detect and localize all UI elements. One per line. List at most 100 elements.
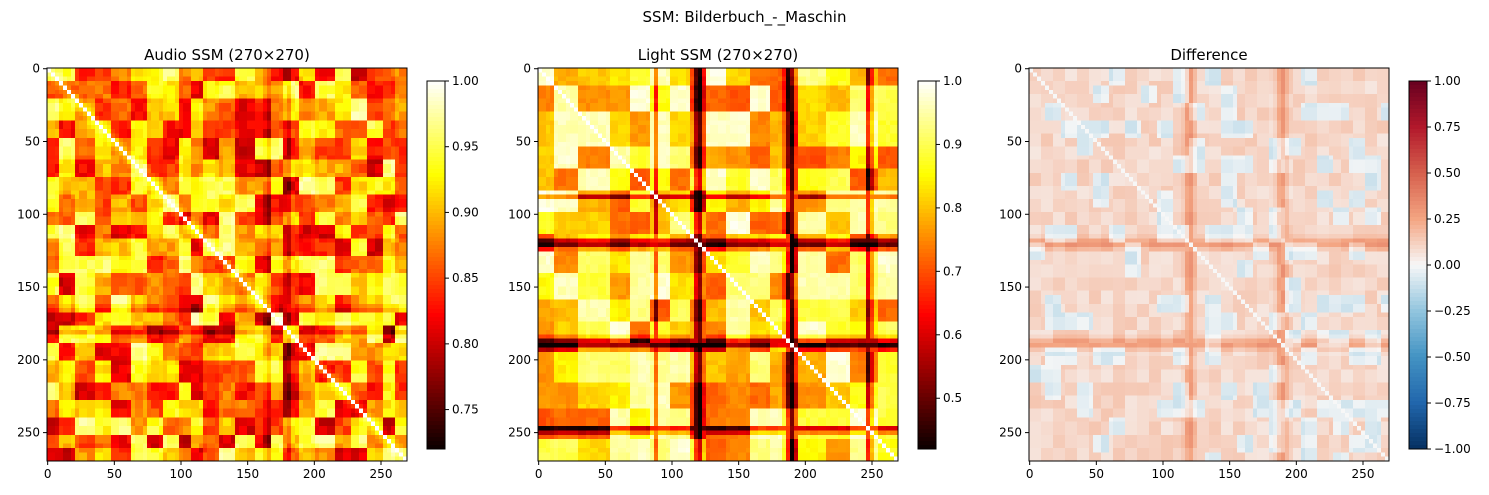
heatmap-cell — [179, 107, 184, 113]
heatmap-cell — [235, 94, 240, 99]
heatmap-cell — [343, 286, 348, 292]
heatmap-cell — [55, 207, 60, 213]
heatmap-cell — [183, 229, 188, 235]
heatmap-cell — [315, 124, 320, 130]
heatmap-cell — [67, 255, 72, 261]
heatmap-cell — [215, 242, 220, 248]
heatmap-cell — [271, 76, 276, 82]
heatmap-cell — [359, 260, 364, 265]
heatmap-cell — [99, 251, 104, 257]
heatmap-cell — [227, 238, 232, 244]
heatmap-cell — [395, 137, 400, 143]
heatmap-cell — [295, 102, 300, 108]
heatmap-cell — [271, 150, 276, 156]
heatmap-cell — [159, 255, 164, 261]
heatmap-cell — [255, 150, 260, 156]
heatmap-cell — [79, 299, 84, 305]
heatmap-cell — [395, 155, 400, 161]
heatmap-cell — [367, 290, 372, 296]
heatmap-cell — [231, 185, 236, 191]
heatmap-cell — [111, 133, 116, 139]
heatmap-cell — [151, 146, 156, 152]
heatmap-cell — [55, 116, 60, 121]
heatmap-cell — [63, 76, 68, 82]
heatmap-cell — [175, 181, 180, 187]
heatmap-cell — [51, 264, 56, 270]
heatmap-cell — [359, 146, 364, 152]
heatmap-cell — [175, 295, 180, 300]
heatmap-cell — [187, 229, 192, 235]
heatmap-cell — [135, 172, 140, 178]
heatmap-cell — [279, 89, 284, 95]
heatmap-cell — [47, 98, 52, 104]
heatmap-cell — [355, 194, 360, 200]
heatmap-cell — [147, 68, 152, 73]
heatmap-cell — [387, 203, 392, 209]
heatmap-cell — [271, 120, 276, 126]
heatmap-cell — [403, 299, 408, 305]
heatmap-cell — [115, 133, 120, 139]
heatmap-cell — [127, 111, 132, 117]
heatmap-cell — [67, 247, 72, 252]
heatmap-cell — [355, 190, 360, 196]
heatmap-cell — [75, 207, 80, 213]
heatmap-cell — [187, 116, 192, 121]
heatmap-cell — [279, 159, 284, 165]
heatmap-cell — [231, 212, 236, 217]
heatmap-cell — [147, 251, 152, 257]
heatmap-cell — [255, 181, 260, 187]
heatmap-cell — [387, 164, 392, 169]
heatmap-cell — [319, 181, 324, 187]
heatmap-cell — [155, 116, 160, 121]
heatmap-cell — [231, 255, 236, 261]
heatmap-cell — [247, 76, 252, 82]
heatmap-cell — [323, 111, 328, 117]
heatmap-cell — [403, 229, 408, 235]
heatmap-cell — [51, 286, 56, 292]
heatmap-cell — [283, 194, 288, 200]
heatmap-cell — [95, 295, 100, 300]
heatmap-cell — [387, 295, 392, 300]
heatmap-cell — [195, 203, 200, 209]
heatmap-cell — [295, 216, 300, 222]
heatmap-cell — [59, 216, 64, 222]
heatmap-cell — [263, 137, 268, 143]
heatmap-cell — [59, 98, 64, 104]
heatmap-cell — [347, 233, 352, 239]
heatmap-cell — [355, 124, 360, 130]
heatmap-cell — [363, 120, 368, 126]
heatmap-cell — [367, 81, 372, 86]
heatmap-cell — [179, 159, 184, 165]
heatmap-cell — [111, 172, 116, 178]
heatmap-cell — [79, 85, 84, 91]
heatmap-cell — [83, 177, 88, 182]
heatmap-cell — [267, 281, 272, 287]
heatmap-cell — [319, 68, 324, 73]
heatmap-cell — [311, 299, 316, 305]
heatmap-cell — [115, 150, 120, 156]
heatmap-cell — [371, 264, 376, 270]
heatmap-cell — [259, 89, 264, 95]
heatmap-cell — [199, 264, 204, 270]
heatmap-cell — [107, 150, 112, 156]
heatmap-cell — [355, 94, 360, 99]
heatmap-cell — [219, 190, 224, 196]
heatmap-cell — [343, 225, 348, 230]
heatmap-cell — [91, 194, 96, 200]
heatmap-cell — [175, 233, 180, 239]
heatmap-cell — [175, 177, 180, 182]
heatmap-cell — [139, 124, 144, 130]
heatmap-cell — [279, 295, 284, 300]
heatmap-cell — [291, 238, 296, 244]
heatmap-cell — [51, 124, 56, 130]
heatmap-cell — [267, 199, 272, 204]
heatmap-cell — [223, 159, 228, 165]
heatmap-cell — [391, 268, 396, 274]
heatmap-cell — [47, 76, 52, 82]
heatmap-cell — [263, 203, 268, 209]
heatmap-cell — [323, 303, 328, 309]
heatmap-cell — [163, 199, 168, 204]
heatmap-cell — [287, 194, 292, 200]
heatmap-cell — [391, 299, 396, 305]
heatmap-cell — [299, 181, 304, 187]
